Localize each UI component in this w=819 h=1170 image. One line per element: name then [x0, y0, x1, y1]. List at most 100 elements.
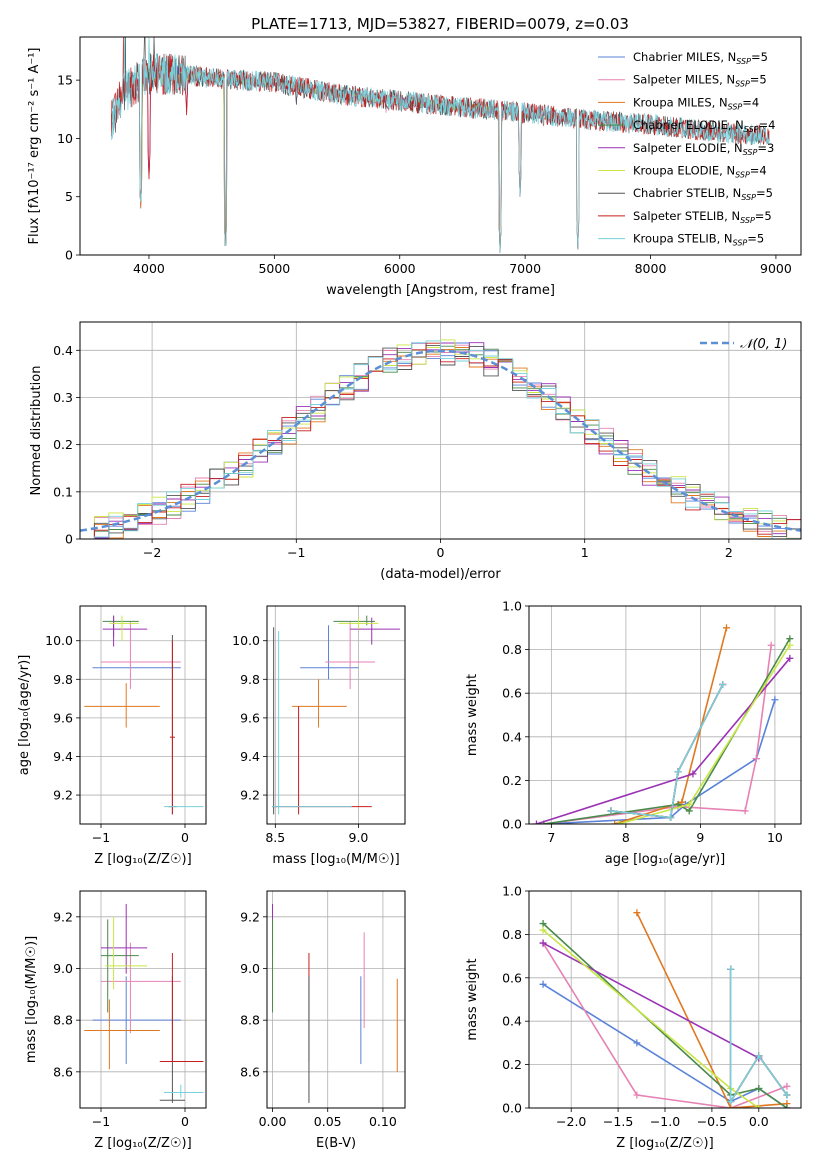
mass-weight-line	[542, 942, 788, 1108]
y-tick-label: 0.4	[53, 343, 73, 358]
x-tick-label: −2	[143, 545, 161, 560]
axes-frame	[79, 890, 207, 1109]
x-tick-label: 9	[696, 830, 704, 845]
x-tick-label: 8.5	[265, 830, 285, 845]
x-tick-label: 0	[181, 1114, 189, 1129]
chart-panel-2: 𝒩(0, 1) −2 −1 0 1 2 0 0.1 0.2 0.3 0.4 (data-model)/…	[29, 321, 802, 582]
legend-label: Salpeter ELODIE, NSSP=3	[633, 141, 774, 157]
y-tick-label: 9.4	[240, 749, 260, 764]
y-tick-label: 8.6	[53, 1064, 73, 1079]
x-axis-label: Z [log₁₀(Z/Z☉)]	[616, 1136, 713, 1151]
axes-frame	[79, 36, 802, 256]
mass-weight-line	[536, 657, 791, 824]
chart-panel-7: 0.00 0.05 0.10 8.6 8.8 9.0 9.2 E(B-V)	[240, 890, 406, 1151]
x-tick-label: 8	[622, 830, 630, 845]
x-axis-label: wavelength [Angstrom, rest frame]	[326, 283, 555, 298]
x-tick-label: 9.0	[349, 830, 369, 845]
plot-area	[110, 37, 770, 253]
x-tick-label: −1	[92, 1114, 110, 1129]
y-tick-label: 0.8	[502, 642, 522, 657]
y-tick-label: 9.6	[53, 710, 73, 725]
legend-label: Chabrier STELIB, NSSP=5	[633, 186, 773, 202]
y-tick-label: 15	[57, 73, 73, 88]
y-tick-label: 9.0	[53, 961, 73, 976]
x-tick-label: 9000	[760, 261, 792, 276]
x-tick-label: −1	[287, 545, 305, 560]
y-tick-label: 9.4	[53, 749, 73, 764]
x-tick-label: −0.5	[697, 1114, 727, 1129]
data-point	[727, 1097, 735, 1105]
y-tick-label: 9.6	[240, 710, 260, 725]
chart-panel-5: 7 8 9 10 0.0 0.2 0.4 0.6 0.8 1.0 age [log₁₀(age/yr…	[465, 599, 802, 867]
mass-weight-line	[610, 684, 724, 819]
x-axis-label: age [log₁₀(age/yr)]	[605, 852, 726, 867]
y-tick-label: 0.2	[502, 773, 522, 788]
chart-panel-1: Chabrier MILES, NSSP=5 Salpeter MILES, NS…	[27, 36, 802, 298]
data-point	[633, 909, 641, 917]
data-point	[539, 920, 547, 928]
y-tick-label: 9.8	[240, 672, 260, 687]
legend-label: Chabrier MILES, NSSP=5	[633, 50, 768, 66]
y-tick-label: 10.0	[45, 633, 73, 648]
y-tick-label: 0.4	[502, 729, 522, 744]
x-tick-label: −2.0	[556, 1114, 586, 1129]
data-point	[752, 755, 760, 763]
plot-area	[80, 339, 801, 539]
x-tick-label: 0.10	[369, 1114, 397, 1129]
legend-label: Kroupa STELIB, NSSP=5	[633, 232, 764, 248]
x-tick-label: 7000	[509, 261, 541, 276]
y-tick-label: 8.8	[53, 1013, 73, 1028]
axes-frame	[79, 605, 207, 825]
data-point	[633, 1039, 641, 1047]
plot-area	[532, 624, 794, 824]
x-axis-label: Z [log₁₀(Z/Z☉)]	[94, 852, 191, 867]
mass-weight-line	[542, 942, 760, 1059]
y-tick-label: 1.0	[502, 599, 522, 614]
data-point	[633, 1091, 641, 1099]
x-tick-label: 7	[547, 830, 555, 845]
plot-area	[272, 903, 398, 1103]
y-tick-label: 9.2	[240, 909, 260, 924]
y-tick-label: 0.4	[502, 1014, 522, 1029]
data-point	[539, 980, 547, 988]
legend-label: Kroupa ELODIE, NSSP=4	[633, 164, 767, 180]
plot-area	[539, 909, 791, 1108]
chart-panel-8: −2.0 −1.5 −1.0 −0.5 0.0 0.0 0.2 0.4 0.6 0.8 1.0 Z […	[465, 884, 802, 1151]
y-axis-label: mass [log₁₀(M/M☉)]	[24, 936, 39, 1063]
y-tick-label: 10.0	[232, 633, 260, 648]
mass-weight-line	[729, 969, 788, 1105]
spectrum-line	[110, 37, 770, 253]
x-tick-label: 0.0	[749, 1114, 769, 1129]
data-point	[741, 807, 749, 815]
data-point	[786, 641, 794, 649]
y-tick-label: 0	[65, 532, 73, 547]
axes-frame	[266, 605, 406, 825]
y-tick-label: 0.6	[502, 686, 522, 701]
data-point	[678, 798, 686, 806]
data-point	[783, 1104, 791, 1108]
legend-label: Salpeter STELIB, NSSP=5	[633, 209, 772, 225]
data-point	[667, 813, 675, 821]
data-point	[771, 696, 779, 704]
chart-panel-3: −1 0 9.2 9.4 9.6 9.8 10.0 Z [log₁₀(Z/Z☉)] age [l…	[17, 605, 207, 867]
y-tick-label: 8.8	[240, 1013, 260, 1028]
x-axis-label: mass [log₁₀(M/M☉)]	[272, 852, 399, 867]
x-tick-label: −1.5	[603, 1114, 633, 1129]
x-tick-label: 0.05	[314, 1114, 342, 1129]
normal-curve	[80, 349, 801, 532]
data-point	[783, 1082, 791, 1090]
y-tick-label: 0.2	[502, 1057, 522, 1072]
plot-area	[84, 903, 204, 1103]
data-point	[539, 926, 547, 934]
y-axis-label: age [log₁₀(age/yr)]	[17, 655, 32, 776]
x-axis-label: (data-model)/error	[380, 567, 501, 582]
y-tick-label: 0.1	[53, 484, 73, 499]
y-tick-label: 9.2	[53, 909, 73, 924]
legend: Chabrier MILES, NSSP=5 Salpeter MILES, NS…	[598, 50, 775, 248]
y-axis-label: Flux [fλ10⁻¹⁷ erg cm⁻² s⁻¹ A⁻¹]	[27, 48, 42, 245]
chart-panel-4: 8.5 9.0 9.2 9.4 9.6 9.8 10.0 mass [log₁₀(M/M☉)]	[232, 605, 406, 867]
data-point	[767, 641, 775, 649]
data-point	[755, 1104, 763, 1108]
x-tick-label: 4000	[133, 261, 165, 276]
